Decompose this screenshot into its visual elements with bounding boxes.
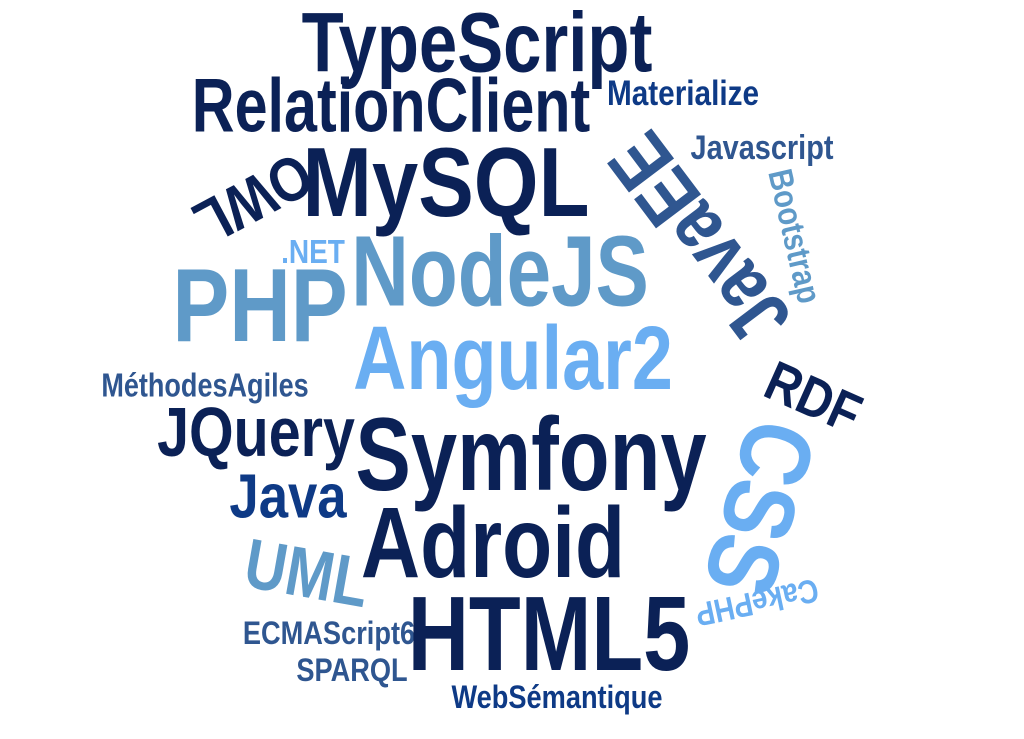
- word-html5: HTML5: [408, 575, 691, 693]
- word-jquery: JQuery: [157, 393, 355, 472]
- word-angular2: Angular2: [353, 309, 673, 409]
- word-dotnet: .NET: [281, 234, 345, 271]
- word-php: PHP: [172, 248, 347, 364]
- word-ecmascript6: ECMAScript6: [243, 616, 415, 652]
- word-java: Java: [229, 463, 347, 532]
- word-adroid: Adroid: [361, 487, 625, 599]
- word-javascript: Javascript: [691, 128, 834, 167]
- word-websemantique: WebSémantique: [451, 680, 662, 716]
- word-nodejs: NodeJS: [351, 216, 649, 328]
- word-materialize: Materialize: [607, 74, 759, 113]
- word-sparql: SPARQL: [296, 653, 407, 689]
- word-methodesagiles: MéthodesAgiles: [101, 368, 308, 404]
- word-mysql: MySQL: [303, 129, 590, 238]
- word-typescript: TypeScript: [302, 0, 653, 90]
- word-symfony: Symfony: [355, 396, 706, 512]
- word-relationclient: RelationClient: [192, 64, 590, 149]
